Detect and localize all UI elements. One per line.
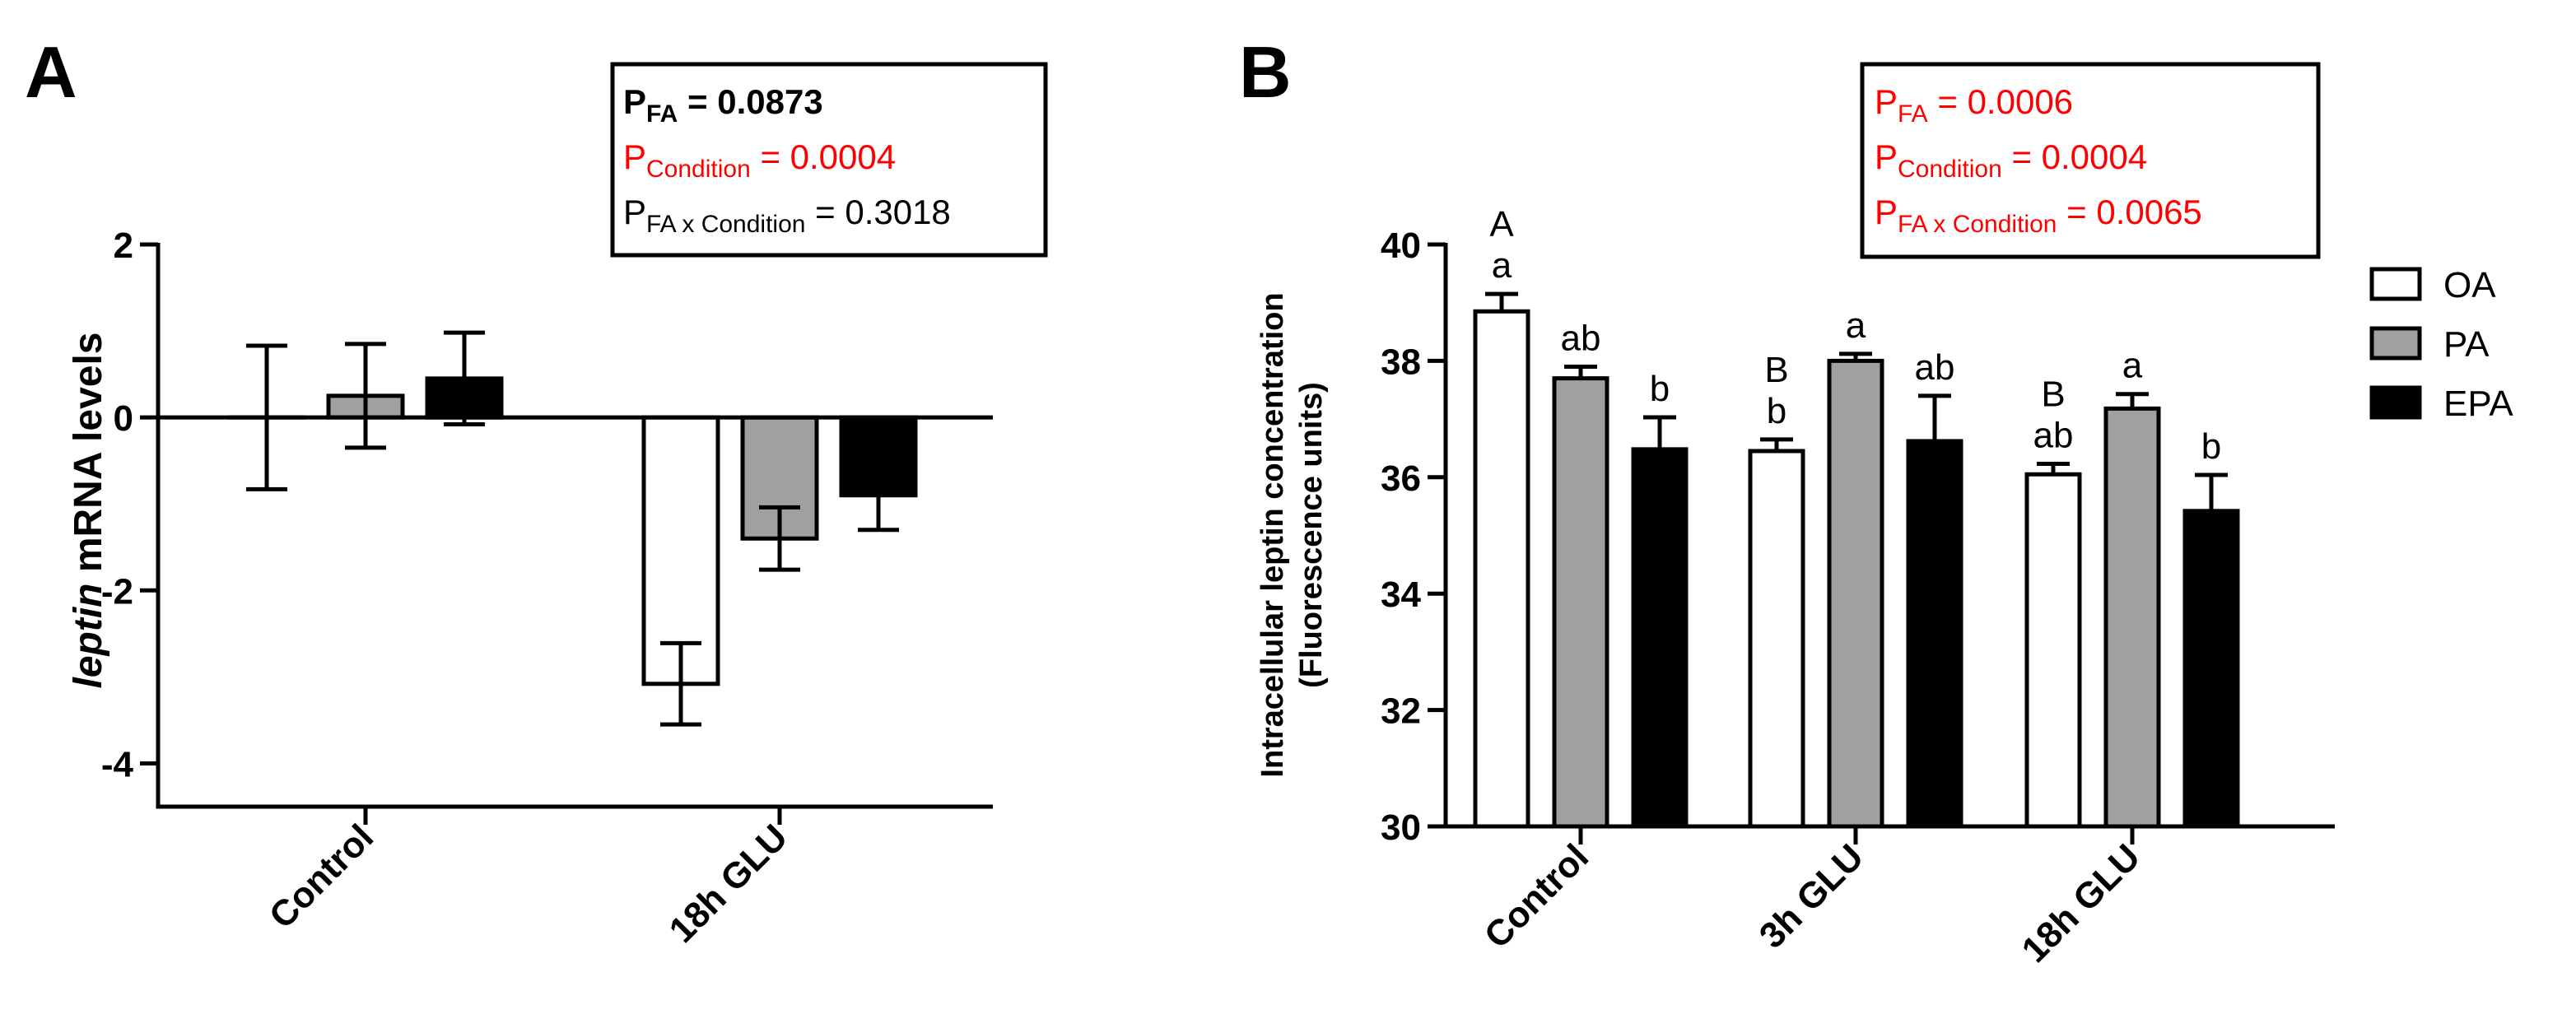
b-bar-18h-glu-pa [2103,406,2161,829]
panel-b-label: B [1239,31,1292,113]
panel-a-stat-fa: PFA = 0.0873 [623,82,823,128]
b-letter-lower-18h-glu-oa: ab [2033,416,2074,456]
a-y-tick-label: 0 [114,398,133,439]
panel-a-stat-condition: PCondition = 0.0004 [623,137,896,183]
panel-b-error-bars [1485,291,2228,511]
panel-b-stats-box: PFA = 0.0006 PCondition = 0.0004 PFA x C… [1860,62,2321,259]
panel-a-error-bars [246,330,899,727]
b-y-tick-label: 32 [1381,691,1421,732]
b-bar-18h-glu-epa [2182,509,2240,829]
panel-b-stat-fa: PFA = 0.0006 [1875,82,2073,128]
legend-swatch-oa [2369,267,2422,301]
panel-b-y-axis-title-line2: (Fluorescence units) [1294,382,1329,688]
legend-swatch-epa [2369,385,2422,420]
b-category-label-18h-glu: 18h GLU [2014,836,2148,970]
b-bar-3h-glu-oa [1748,449,1805,829]
b-y-tick-label: 36 [1381,458,1421,499]
b-letter-lower-3h-glu-oa: b [1767,391,1786,431]
b-letter-upper-control-oa: A [1489,204,1514,244]
b-letter-lower-18h-glu-pa: a [2122,346,2143,386]
a-y-tick-label: -4 [101,744,134,784]
legend: OA PA EPA [2369,265,2513,424]
legend-label-pa: PA [2443,324,2490,365]
b-y-tick-label: 38 [1381,342,1421,382]
panel-b-stat-condition: PCondition = 0.0004 [1875,137,2147,183]
a-category-label-18h-glu: 18h GLU [661,817,795,951]
panel-a-stats-frame [610,62,1048,258]
b-letter-upper-3h-glu-oa: B [1764,350,1788,390]
b-category-label-3h-glu: 3h GLU [1752,836,1871,956]
b-letter-upper-18h-glu-oa: B [2041,375,2065,415]
a-y-tick-label: 2 [114,226,133,266]
a-category-label-control: Control [262,817,381,936]
a-y-tick-label: -2 [101,571,133,612]
b-letter-lower-control-oa: a [1492,245,1512,286]
b-letter-lower-control-epa: b [1650,369,1670,409]
panel-b-y-axis-title-line1: Intracellular leptin concentration [1255,292,1290,777]
b-bar-3h-glu-pa [1827,358,1884,829]
b-letter-lower-3h-glu-pa: a [1846,305,1866,346]
b-y-tick-label: 34 [1381,575,1421,615]
b-y-tick-label: 40 [1381,226,1421,266]
a-bar-18h-glu-oa [641,415,720,686]
b-bar-control-pa [1552,376,1609,829]
legend-swatch-pa [2369,326,2422,361]
b-letter-lower-control-pa: ab [1561,318,1601,358]
legend-label-epa: EPA [2443,384,2513,424]
panel-a: A PFA = 0.0873 PCondition = 0.0004 PFA x… [25,31,1048,951]
panel-a-stats-box: PFA = 0.0873 PCondition = 0.0004 PFA x C… [610,62,1048,258]
b-bar-control-oa [1473,309,1530,829]
panel-a-label: A [25,31,77,113]
panel-b-stat-interaction: PFA x Condition = 0.0065 [1875,193,2202,238]
b-bar-18h-glu-oa [2024,472,2082,829]
panel-b-stats-frame [1860,62,2321,259]
panel-a-category-labels: Control 18h GLU [262,817,795,951]
panel-b: B PFA = 0.0006 PCondition = 0.0004 PFA x… [1239,31,2513,970]
b-bar-3h-glu-epa [1906,439,1963,829]
b-y-tick-label: 30 [1381,807,1421,848]
panel-b-category-labels: Control 3h GLU 18h GLU [1477,836,2148,970]
panel-a-stat-interaction: PFA x Condition = 0.3018 [623,193,951,238]
panel-b-bars [1473,309,2240,829]
b-category-label-control: Control [1477,836,1596,956]
panel-a-y-axis-title: leptin mRNA levels [67,332,110,688]
b-letter-lower-3h-glu-epa: ab [1915,347,1955,388]
b-letter-lower-18h-glu-epa: b [2201,426,2221,467]
panel-a-bars [227,376,918,686]
panel-a-axes: 2 0 -2 -4 [101,226,993,825]
legend-label-oa: OA [2443,265,2496,305]
b-bar-control-epa [1631,447,1689,829]
